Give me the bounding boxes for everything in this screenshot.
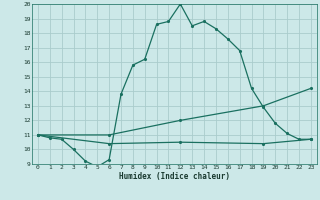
X-axis label: Humidex (Indice chaleur): Humidex (Indice chaleur) bbox=[119, 172, 230, 181]
